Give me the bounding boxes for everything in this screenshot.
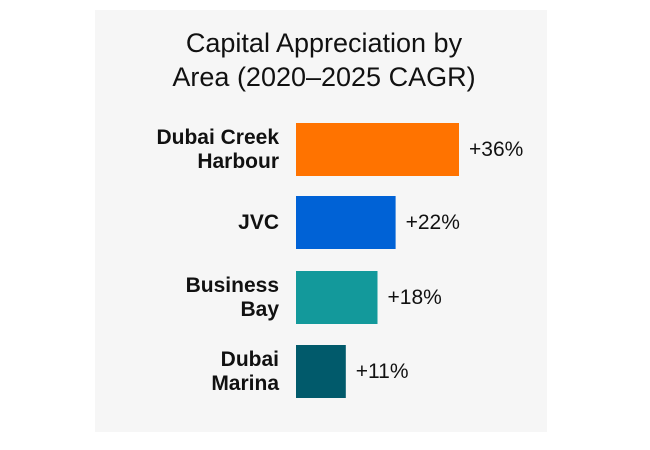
category-label-1-line-0: JVC (238, 211, 279, 234)
bar-0 (296, 123, 459, 176)
bar-3 (296, 345, 346, 398)
category-label-3-line-0: Dubai (221, 348, 279, 371)
bar-2 (296, 271, 378, 324)
category-label-2-line-1: Bay (240, 298, 279, 321)
value-label-1: +22% (406, 211, 460, 234)
value-label-3: +11% (356, 360, 409, 383)
chart-title-line-1: Capital Appreciation by (185, 28, 463, 58)
category-label-3-line-1: Marina (211, 372, 279, 395)
category-label-0-line-1: Harbour (197, 150, 279, 173)
chart-title-line-2: Area (2020–2025 CAGR) (172, 62, 476, 92)
category-label-3: Dubai Marina (211, 348, 279, 395)
value-label-2: +18% (388, 286, 442, 309)
category-label-1: JVC (238, 211, 279, 234)
bar-1 (296, 196, 396, 249)
category-label-0: Dubai Creek Harbour (156, 126, 279, 173)
chart-title: Capital Appreciation by Area (2020–2025 … (0, 26, 650, 94)
value-label-0: +36% (469, 138, 523, 161)
category-label-0-line-0: Dubai Creek (156, 126, 279, 149)
bars-layer: +36% Dubai Creek Harbour +22% JVC +18% Busines… (156, 123, 523, 398)
category-label-2: Business Bay (186, 274, 280, 321)
category-label-2-line-0: Business (186, 274, 279, 297)
